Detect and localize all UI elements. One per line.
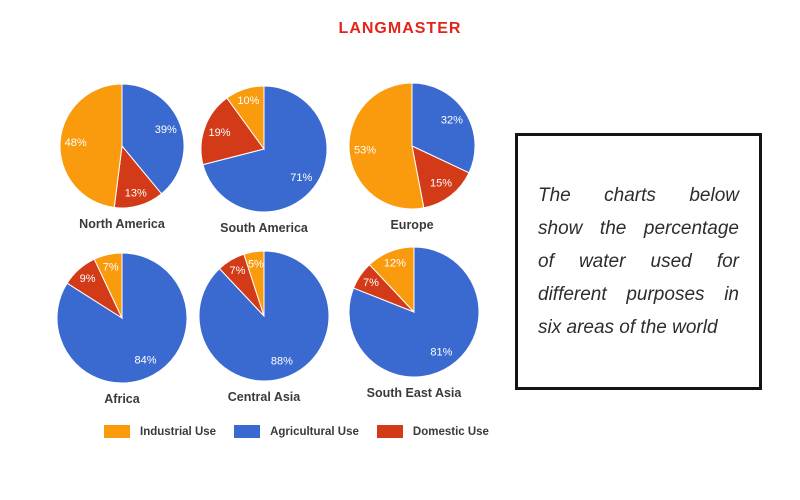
pie-title-central-asia: Central Asia: [227, 390, 301, 404]
instruction-box: The charts below show the percentage of …: [515, 133, 762, 390]
pie-chart-north-america: 39% 13% 48% North America: [59, 83, 185, 231]
pie-value-label: 13%: [125, 188, 147, 200]
pie-title-europe: Europe: [390, 218, 434, 232]
pie-chart-central-asia: 88% 7% 5% Central Asia: [198, 250, 330, 404]
langmaster-logo: LANGMASTER: [338, 20, 462, 37]
pie-value-label: 88%: [271, 355, 293, 367]
legend-label-agricultural: Agricultural Use: [270, 425, 359, 438]
legend-item-agricultural: Agricultural Use: [234, 425, 359, 438]
legend: Industrial Use Agricultural Use Domestic…: [104, 425, 489, 438]
pie-value-label: 48%: [65, 137, 87, 149]
pie-title-africa: Africa: [104, 392, 140, 406]
pie-value-label: 10%: [237, 95, 259, 107]
pie-value-label: 15%: [430, 177, 452, 189]
pie-slice-north-america-agricultural-use: [121, 83, 185, 195]
pie-slice-north-america-industrial-use: [59, 83, 123, 209]
pie-chart-south-east-asia: 81% 7% 12% South East Asia: [348, 246, 480, 400]
pie-value-label: 19%: [208, 127, 230, 139]
pie-value-label: 7%: [103, 261, 119, 273]
pie-value-label: 9%: [80, 273, 96, 285]
pie-title-south-east-asia: South East Asia: [366, 386, 462, 400]
instruction-line: of water used for: [538, 251, 739, 272]
pie-value-label: 81%: [430, 346, 452, 358]
instruction-line: The charts below: [538, 185, 739, 206]
pie-value-label: 7%: [363, 277, 379, 289]
pie-value-label: 5%: [248, 259, 264, 271]
pie-chart-africa: 84% 9% 7% Africa: [56, 252, 188, 406]
pie-slice-europe-industrial-use: [348, 82, 425, 210]
instruction-line: show the percentage: [538, 218, 739, 239]
legend-item-industrial: Industrial Use: [104, 425, 216, 438]
legend-label-domestic: Domestic Use: [412, 425, 489, 438]
pie-value-label: 7%: [230, 265, 246, 277]
pie-chart-south-america: 71% 19% 10% South America: [200, 85, 328, 235]
pie-value-label: 53%: [354, 144, 376, 156]
pie-slice-south-america-domestic-use: [200, 97, 265, 166]
pie-slice-south-america-industrial-use: [226, 85, 265, 151]
pie-value-label: 12%: [384, 258, 406, 270]
pie-value-label: 71%: [290, 172, 312, 184]
pie-chart-europe: 32% 15% 53% Europe: [348, 82, 476, 232]
pie-slice-africa-industrial-use: [93, 252, 123, 319]
legend-swatch-domestic: [376, 425, 403, 438]
pie-value-label: 39%: [155, 124, 177, 136]
pie-slice-south-east-asia-industrial-use: [368, 246, 415, 314]
pie-title-south-america: South America: [220, 221, 308, 235]
legend-swatch-agricultural: [234, 425, 261, 438]
pie-value-label: 84%: [134, 355, 156, 367]
pie-slice-europe-domestic-use: [411, 145, 470, 209]
instruction-line: different purposes in: [538, 284, 739, 305]
legend-item-domestic: Domestic Use: [376, 425, 489, 438]
pie-slice-south-america-agricultural-use: [202, 85, 328, 213]
pie-slice-europe-agricultural-use: [411, 82, 476, 174]
instruction-line: six areas of the world: [538, 317, 718, 338]
pie-slice-central-asia-industrial-use: [243, 250, 265, 317]
legend-label-industrial: Industrial Use: [140, 425, 217, 438]
pie-title-north-america: North America: [79, 217, 165, 231]
legend-swatch-industrial: [104, 425, 130, 438]
pie-value-label: 32%: [441, 115, 463, 127]
